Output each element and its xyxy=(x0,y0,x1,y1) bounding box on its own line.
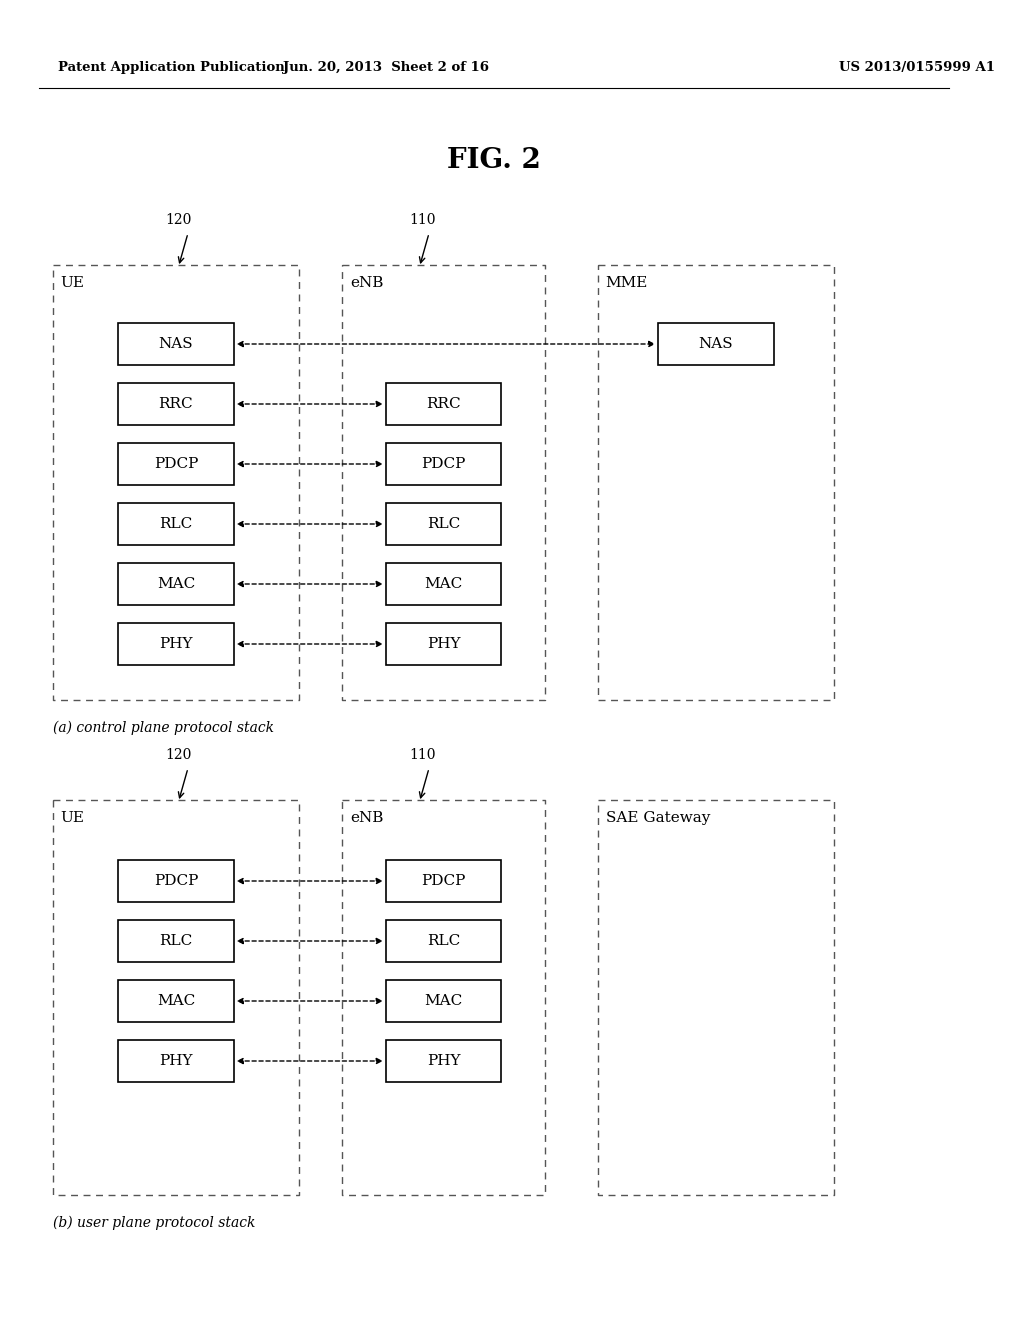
FancyBboxPatch shape xyxy=(386,564,502,605)
Text: Patent Application Publication: Patent Application Publication xyxy=(57,62,285,74)
FancyBboxPatch shape xyxy=(386,623,502,665)
Text: RLC: RLC xyxy=(427,517,460,531)
Text: PDCP: PDCP xyxy=(154,457,199,471)
FancyBboxPatch shape xyxy=(658,323,774,366)
FancyBboxPatch shape xyxy=(118,861,233,902)
FancyBboxPatch shape xyxy=(118,979,233,1022)
Text: PDCP: PDCP xyxy=(154,874,199,888)
FancyBboxPatch shape xyxy=(118,623,233,665)
FancyBboxPatch shape xyxy=(118,323,233,366)
Text: PHY: PHY xyxy=(427,638,460,651)
Text: UE: UE xyxy=(60,276,85,290)
Text: MAC: MAC xyxy=(157,577,196,591)
Text: RRC: RRC xyxy=(159,397,194,411)
Text: MAC: MAC xyxy=(157,994,196,1008)
Text: (b) user plane protocol stack: (b) user plane protocol stack xyxy=(53,1216,255,1230)
Text: 120: 120 xyxy=(165,748,191,762)
Text: RRC: RRC xyxy=(426,397,461,411)
Text: 110: 110 xyxy=(409,748,435,762)
Text: NAS: NAS xyxy=(159,337,194,351)
FancyBboxPatch shape xyxy=(386,979,502,1022)
Text: (a) control plane protocol stack: (a) control plane protocol stack xyxy=(53,721,274,735)
Text: MME: MME xyxy=(605,276,648,290)
FancyBboxPatch shape xyxy=(386,444,502,484)
Text: MAC: MAC xyxy=(424,994,463,1008)
FancyBboxPatch shape xyxy=(386,861,502,902)
FancyBboxPatch shape xyxy=(386,1040,502,1082)
FancyBboxPatch shape xyxy=(118,383,233,425)
FancyBboxPatch shape xyxy=(386,383,502,425)
FancyBboxPatch shape xyxy=(386,503,502,545)
FancyBboxPatch shape xyxy=(386,920,502,962)
Text: Jun. 20, 2013  Sheet 2 of 16: Jun. 20, 2013 Sheet 2 of 16 xyxy=(283,62,488,74)
Text: RLC: RLC xyxy=(160,935,193,948)
Text: US 2013/0155999 A1: US 2013/0155999 A1 xyxy=(839,62,995,74)
Text: 120: 120 xyxy=(165,213,191,227)
Text: RLC: RLC xyxy=(427,935,460,948)
FancyBboxPatch shape xyxy=(118,1040,233,1082)
Text: eNB: eNB xyxy=(350,810,383,825)
Text: 110: 110 xyxy=(409,213,435,227)
Text: PHY: PHY xyxy=(427,1053,460,1068)
Text: UE: UE xyxy=(60,810,85,825)
FancyBboxPatch shape xyxy=(118,444,233,484)
FancyBboxPatch shape xyxy=(118,920,233,962)
Text: PHY: PHY xyxy=(159,638,193,651)
FancyBboxPatch shape xyxy=(118,503,233,545)
Text: MAC: MAC xyxy=(424,577,463,591)
Text: RLC: RLC xyxy=(160,517,193,531)
Text: SAE Gateway: SAE Gateway xyxy=(605,810,710,825)
Text: eNB: eNB xyxy=(350,276,383,290)
Text: FIG. 2: FIG. 2 xyxy=(446,147,541,173)
Text: PDCP: PDCP xyxy=(421,457,466,471)
Text: NAS: NAS xyxy=(698,337,733,351)
FancyBboxPatch shape xyxy=(118,564,233,605)
Text: PHY: PHY xyxy=(159,1053,193,1068)
Text: PDCP: PDCP xyxy=(421,874,466,888)
